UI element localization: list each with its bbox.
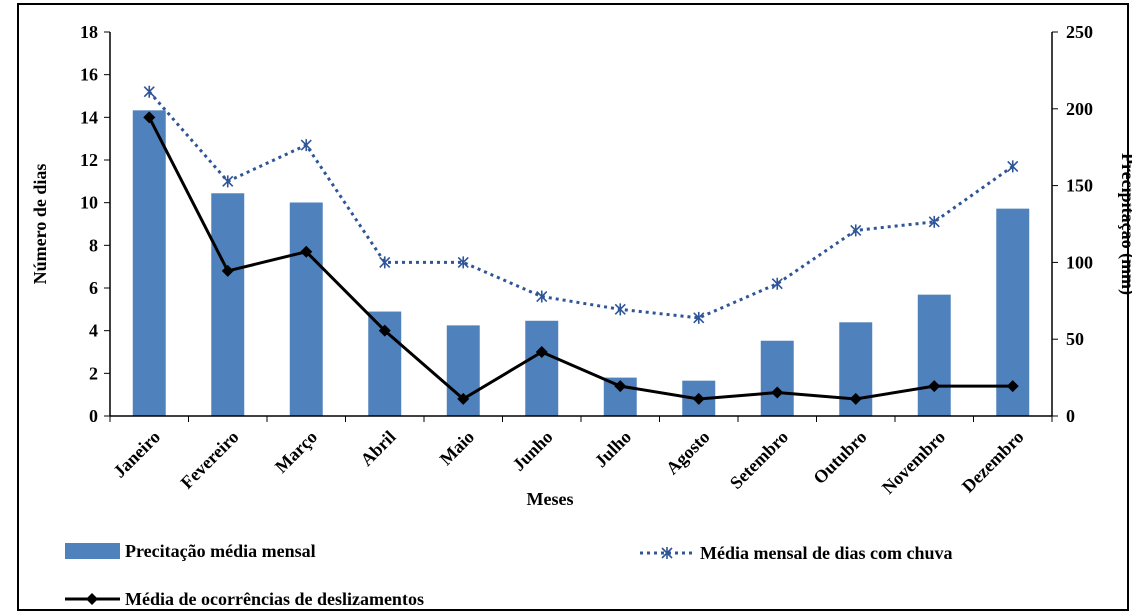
x-tick-label: Janeiro — [109, 427, 164, 482]
point-marker — [928, 215, 940, 228]
point-marker — [1007, 160, 1019, 173]
y2-tick-label: 150 — [1066, 176, 1093, 196]
chart-frame — [17, 3, 1129, 611]
y-tick-label: 16 — [80, 65, 98, 85]
point-marker — [457, 392, 470, 405]
y2-axis-title: Precipitação (mm) — [1117, 153, 1132, 295]
y-tick-label: 14 — [80, 107, 98, 127]
point-marker — [535, 346, 548, 358]
point-marker — [850, 224, 862, 237]
legend-swatch — [65, 543, 120, 559]
x-tick-label: Maio — [436, 427, 478, 469]
bar — [289, 202, 323, 416]
point-marker — [614, 380, 627, 393]
point-marker — [614, 303, 626, 316]
y2-tick-label: 100 — [1066, 252, 1093, 272]
y-tick-label: 10 — [80, 193, 98, 213]
y-tick-label: 8 — [89, 235, 98, 255]
point-marker — [771, 277, 783, 290]
y2-tick-label: 0 — [1066, 406, 1075, 426]
point-marker — [300, 139, 312, 152]
point-marker — [849, 392, 862, 405]
y-axis-title: Número de dias — [30, 164, 50, 285]
legend-marker — [661, 547, 673, 559]
point-marker — [457, 256, 469, 269]
point-marker — [928, 380, 941, 393]
y-tick-label: 4 — [89, 321, 98, 341]
point-marker — [300, 245, 313, 258]
point-marker — [143, 85, 155, 98]
point-marker — [692, 392, 705, 405]
x-tick-label: Novembro — [878, 427, 949, 498]
point-marker — [1006, 380, 1019, 393]
y-tick-label: 12 — [80, 150, 98, 170]
x-tick-label: Março — [271, 427, 321, 477]
bar — [132, 110, 166, 416]
point-marker — [143, 111, 156, 124]
point-marker — [771, 386, 784, 399]
point-marker — [693, 311, 705, 324]
legend-label: Precitação média mensal — [125, 541, 316, 561]
y2-tick-label: 200 — [1066, 99, 1093, 119]
y-tick-label: 0 — [89, 406, 98, 426]
line — [147, 116, 1013, 401]
x-tick-label: Dezembro — [958, 427, 1028, 497]
legend-marker — [86, 593, 98, 605]
y-tick-label: 2 — [89, 363, 98, 383]
x-tick-label: Outubro — [809, 427, 870, 488]
line — [148, 90, 1014, 320]
x-tick-label: Fevereiro — [177, 427, 243, 493]
bar — [760, 340, 794, 416]
x-tick-label: Julho — [591, 427, 636, 472]
point-marker — [221, 264, 234, 277]
x-tick-label: Setembro — [726, 427, 792, 493]
legend-label: Média de ocorrências de deslizamentos — [125, 589, 424, 609]
x-tick-label: Agosto — [662, 427, 714, 479]
x-tick-label: Junho — [508, 427, 556, 475]
legend-label: Média mensal de dias com chuva — [700, 543, 953, 563]
point-marker — [536, 290, 548, 303]
bar — [917, 294, 951, 416]
point-marker — [222, 175, 234, 188]
point-marker — [378, 324, 391, 337]
x-tick-label: Abril — [356, 427, 399, 470]
y-tick-label: 18 — [80, 22, 98, 42]
y2-tick-label: 250 — [1066, 22, 1093, 42]
bar — [211, 193, 245, 416]
y-tick-label: 6 — [89, 278, 98, 298]
x-axis-title: Meses — [527, 489, 574, 509]
y2-tick-label: 50 — [1066, 329, 1084, 349]
bar — [525, 320, 559, 416]
point-marker — [379, 256, 391, 269]
